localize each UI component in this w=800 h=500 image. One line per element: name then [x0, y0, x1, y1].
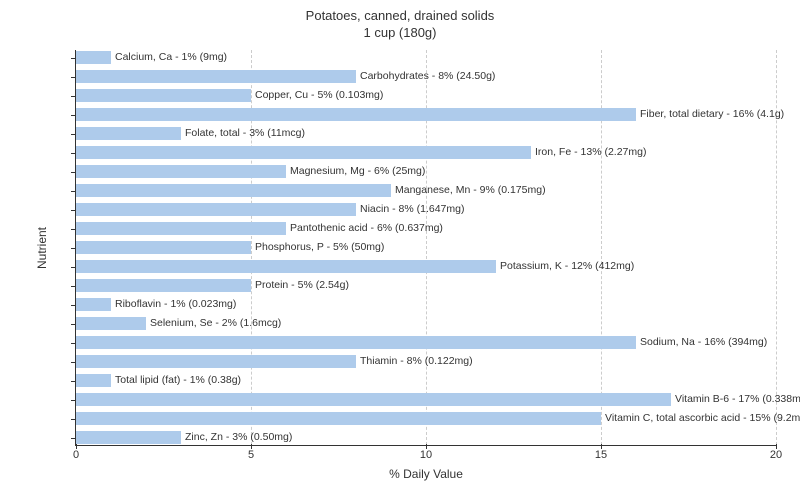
bar-label: Carbohydrates - 8% (24.50g)	[356, 69, 495, 84]
bar	[76, 317, 146, 330]
bar-row: Calcium, Ca - 1% (9mg)	[76, 50, 776, 65]
bar-row: Vitamin C, total ascorbic acid - 15% (9.…	[76, 411, 776, 426]
bar-row: Vitamin B-6 - 17% (0.338mg)	[76, 392, 776, 407]
bar	[76, 70, 356, 83]
bar	[76, 184, 391, 197]
bar-label: Niacin - 8% (1.647mg)	[356, 202, 464, 217]
bar	[76, 127, 181, 140]
bar-row: Sodium, Na - 16% (394mg)	[76, 335, 776, 350]
bar-label: Iron, Fe - 13% (2.27mg)	[531, 145, 646, 160]
bar-row: Thiamin - 8% (0.122mg)	[76, 354, 776, 369]
bar	[76, 51, 111, 64]
bar	[76, 374, 111, 387]
bar-label: Total lipid (fat) - 1% (0.38g)	[111, 373, 241, 388]
bar-row: Copper, Cu - 5% (0.103mg)	[76, 88, 776, 103]
x-tick-label: 15	[581, 445, 621, 461]
bar	[76, 355, 356, 368]
nutrient-bar-chart: Potatoes, canned, drained solids 1 cup (…	[0, 0, 800, 500]
bar-row: Pantothenic acid - 6% (0.637mg)	[76, 221, 776, 236]
bar	[76, 412, 601, 425]
bar-row: Protein - 5% (2.54g)	[76, 278, 776, 293]
bar-row: Magnesium, Mg - 6% (25mg)	[76, 164, 776, 179]
bar-label: Pantothenic acid - 6% (0.637mg)	[286, 221, 443, 236]
bar	[76, 260, 496, 273]
bar-row: Carbohydrates - 8% (24.50g)	[76, 69, 776, 84]
bar	[76, 222, 286, 235]
bar-label: Vitamin B-6 - 17% (0.338mg)	[671, 392, 800, 407]
bar	[76, 336, 636, 349]
x-tick-label: 5	[231, 445, 271, 461]
bar-row: Zinc, Zn - 3% (0.50mg)	[76, 430, 776, 445]
plot-area: Nutrient % Daily Value 05101520Calcium, …	[75, 50, 776, 446]
bar-label: Calcium, Ca - 1% (9mg)	[111, 50, 227, 65]
bar-label: Fiber, total dietary - 16% (4.1g)	[636, 107, 784, 122]
chart-title: Potatoes, canned, drained solids 1 cup (…	[0, 0, 800, 42]
bar	[76, 203, 356, 216]
bar	[76, 165, 286, 178]
bar-row: Manganese, Mn - 9% (0.175mg)	[76, 183, 776, 198]
x-tick-label: 10	[406, 445, 446, 461]
bar	[76, 241, 251, 254]
bar-label: Protein - 5% (2.54g)	[251, 278, 349, 293]
bar-label: Phosphorus, P - 5% (50mg)	[251, 240, 384, 255]
bar	[76, 393, 671, 406]
bar-row: Phosphorus, P - 5% (50mg)	[76, 240, 776, 255]
bar	[76, 146, 531, 159]
bar-label: Zinc, Zn - 3% (0.50mg)	[181, 430, 292, 445]
bar-label: Magnesium, Mg - 6% (25mg)	[286, 164, 425, 179]
bar	[76, 431, 181, 444]
bar-label: Folate, total - 3% (11mcg)	[181, 126, 305, 141]
bar	[76, 108, 636, 121]
chart-title-line2: 1 cup (180g)	[364, 25, 437, 40]
bar-row: Niacin - 8% (1.647mg)	[76, 202, 776, 217]
bar-row: Total lipid (fat) - 1% (0.38g)	[76, 373, 776, 388]
bar-row: Fiber, total dietary - 16% (4.1g)	[76, 107, 776, 122]
x-axis-label: % Daily Value	[76, 467, 776, 481]
bar-label: Riboflavin - 1% (0.023mg)	[111, 297, 236, 312]
bar-label: Potassium, K - 12% (412mg)	[496, 259, 634, 274]
bar-label: Vitamin C, total ascorbic acid - 15% (9.…	[601, 411, 800, 426]
bar-row: Potassium, K - 12% (412mg)	[76, 259, 776, 274]
bar-row: Folate, total - 3% (11mcg)	[76, 126, 776, 141]
bar	[76, 279, 251, 292]
bar-row: Selenium, Se - 2% (1.6mcg)	[76, 316, 776, 331]
bar-label: Sodium, Na - 16% (394mg)	[636, 335, 767, 350]
chart-title-line1: Potatoes, canned, drained solids	[306, 8, 495, 23]
bar-label: Selenium, Se - 2% (1.6mcg)	[146, 316, 281, 331]
bar-label: Copper, Cu - 5% (0.103mg)	[251, 88, 383, 103]
bar-label: Manganese, Mn - 9% (0.175mg)	[391, 183, 546, 198]
bar	[76, 298, 111, 311]
x-tick-label: 0	[56, 445, 96, 461]
x-tick-label: 20	[756, 445, 796, 461]
bar-label: Thiamin - 8% (0.122mg)	[356, 354, 473, 369]
bar-row: Iron, Fe - 13% (2.27mg)	[76, 145, 776, 160]
bar-row: Riboflavin - 1% (0.023mg)	[76, 297, 776, 312]
y-axis-label: Nutrient	[35, 226, 49, 268]
bar	[76, 89, 251, 102]
